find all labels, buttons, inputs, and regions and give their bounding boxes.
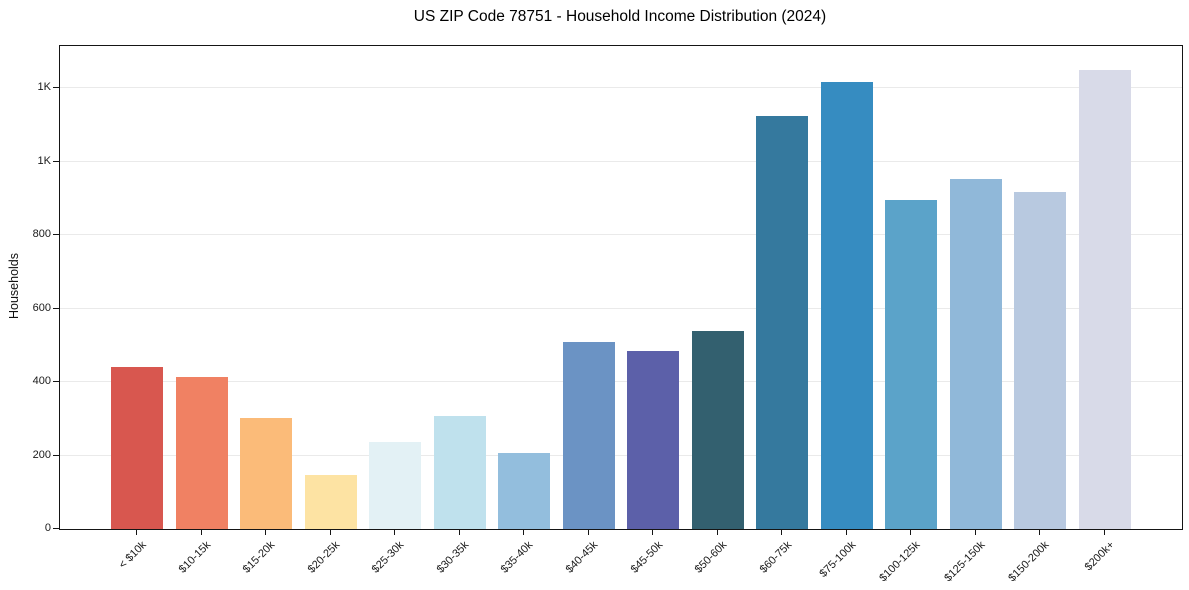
x-tick-mark [265, 530, 267, 535]
gridline [60, 234, 1182, 236]
bar [175, 377, 228, 529]
gridline [60, 87, 1182, 89]
y-tick-mark [53, 307, 59, 309]
y-tick-mark [53, 381, 59, 383]
bar [562, 342, 615, 529]
x-tick-mark [136, 530, 137, 535]
x-tick-label: $25-30k [370, 539, 407, 576]
chart-title: US ZIP Code 78751 - Household Income Dis… [413, 8, 827, 25]
x-tick-label: $75-100k [817, 539, 859, 580]
x-tick-mark [1039, 530, 1041, 535]
bar [691, 331, 744, 529]
x-tick-label: $50-60k [692, 539, 730, 576]
x-tick-label: $10-15k [176, 539, 214, 576]
gridline [60, 381, 1182, 383]
bar [433, 416, 486, 529]
x-tick-mark [200, 530, 202, 535]
x-tick-mark [394, 530, 396, 535]
x-tick-mark [974, 530, 976, 535]
y-tick-label: 0 [44, 522, 51, 534]
bar [240, 418, 293, 529]
bar [111, 367, 163, 529]
x-tick-mark [781, 530, 783, 535]
bar [1014, 192, 1067, 529]
x-tick-label: $35-40k [499, 539, 536, 576]
y-tick-label: 200 [32, 448, 51, 461]
x-tick-label: $30-35k [434, 539, 472, 576]
bar [885, 200, 938, 529]
bar [1079, 69, 1131, 529]
x-tick-mark [910, 530, 912, 535]
gridline [60, 454, 1182, 456]
x-tick-label: $45-50k [628, 539, 665, 576]
y-tick-label: 1K [37, 81, 51, 94]
x-tick-label: < $10k [116, 539, 149, 572]
x-tick-mark [523, 530, 525, 535]
plot-area [59, 45, 1183, 530]
bar [949, 179, 1002, 529]
x-tick-label: $60-75k [757, 539, 794, 576]
x-tick-mark [458, 530, 460, 535]
x-tick-label: $100-125k [877, 539, 923, 585]
y-tick-mark [53, 528, 59, 529]
bar [627, 351, 680, 529]
y-tick-label: 600 [32, 301, 51, 314]
x-tick-mark [329, 530, 331, 535]
y-tick-label: 1K [37, 154, 51, 167]
y-tick-label: 800 [32, 228, 51, 241]
x-tick-label: $125-150k [942, 539, 988, 585]
y-tick-label: 400 [32, 375, 51, 388]
y-tick-mark [53, 454, 59, 456]
x-tick-mark [652, 530, 654, 535]
x-tick-mark [1104, 530, 1105, 535]
bar [820, 82, 873, 529]
x-tick-label: $200k+ [1082, 539, 1117, 574]
x-tick-label: $150-200k [1006, 539, 1052, 585]
gridline [60, 307, 1182, 309]
x-tick-label: $40-45k [563, 539, 601, 576]
y-tick-mark [53, 234, 59, 236]
bar [756, 115, 809, 529]
bar [498, 453, 551, 529]
x-tick-mark [716, 530, 718, 535]
x-tick-label: $15-20k [240, 539, 278, 576]
x-tick-mark [587, 530, 589, 535]
bar [369, 442, 422, 529]
gridline [60, 160, 1182, 162]
bar [304, 474, 357, 529]
y-tick-mark [53, 87, 59, 89]
x-tick-label: $20-25k [305, 539, 343, 576]
y-tick-mark [53, 160, 59, 162]
x-tick-mark [845, 530, 847, 535]
